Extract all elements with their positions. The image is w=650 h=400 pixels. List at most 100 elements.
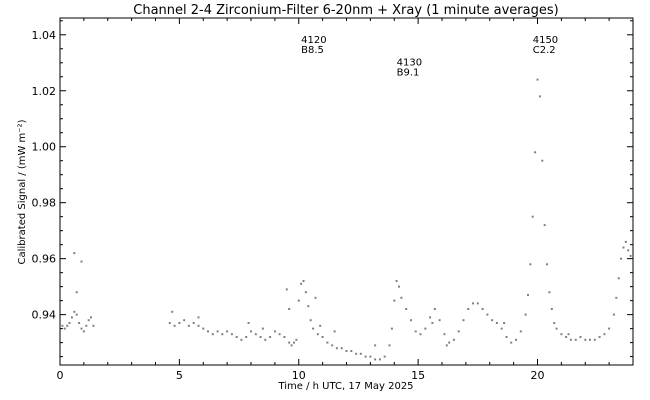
data-point bbox=[259, 336, 262, 338]
data-point bbox=[543, 224, 546, 227]
data-point bbox=[61, 324, 64, 327]
data-point bbox=[300, 282, 303, 285]
data-point bbox=[486, 313, 489, 316]
data-point bbox=[316, 333, 319, 336]
data-point bbox=[66, 324, 69, 327]
data-point bbox=[462, 319, 465, 322]
flare-class: C2.2 bbox=[533, 45, 556, 56]
data-point bbox=[350, 350, 353, 352]
data-point bbox=[264, 338, 267, 341]
data-point bbox=[171, 310, 174, 313]
data-point bbox=[452, 338, 455, 341]
data-point bbox=[433, 308, 436, 310]
data-point bbox=[364, 355, 367, 358]
data-point bbox=[579, 336, 582, 338]
data-point bbox=[207, 330, 209, 333]
x-tick-label: 20 bbox=[531, 369, 545, 382]
data-point bbox=[261, 327, 264, 330]
y-tick-label: 0.96 bbox=[32, 253, 57, 266]
data-point bbox=[202, 327, 205, 330]
y-axis-label: Calibrated Signal / (mW m⁻²) bbox=[17, 119, 28, 264]
flare-number: 4150 bbox=[533, 35, 558, 46]
data-point bbox=[593, 338, 596, 341]
data-point bbox=[546, 263, 548, 266]
data-point bbox=[400, 296, 403, 299]
data-point bbox=[321, 336, 324, 338]
data-point bbox=[197, 324, 200, 327]
flare-class: B8.5 bbox=[301, 45, 324, 56]
data-point bbox=[288, 341, 291, 344]
data-point bbox=[448, 341, 451, 344]
data-point bbox=[383, 355, 386, 358]
data-point bbox=[622, 246, 625, 249]
data-point bbox=[574, 338, 577, 341]
data-point bbox=[230, 333, 233, 336]
x-tick-label: 10 bbox=[292, 369, 306, 382]
data-point bbox=[288, 308, 291, 310]
data-point bbox=[302, 280, 305, 282]
data-point bbox=[235, 336, 238, 338]
data-point bbox=[290, 344, 293, 347]
data-point bbox=[312, 327, 315, 330]
data-point bbox=[90, 316, 92, 319]
data-point bbox=[398, 285, 400, 288]
data-point bbox=[617, 277, 620, 280]
data-point bbox=[309, 319, 312, 322]
data-point bbox=[388, 344, 391, 347]
data-point bbox=[293, 341, 295, 344]
data-point bbox=[333, 330, 336, 333]
data-point bbox=[374, 358, 377, 361]
data-point bbox=[424, 327, 427, 330]
data-point bbox=[503, 322, 506, 324]
data-point bbox=[467, 308, 470, 310]
data-point bbox=[197, 316, 200, 319]
x-tick-label: 0 bbox=[57, 369, 64, 382]
data-point bbox=[438, 319, 441, 322]
data-point bbox=[378, 358, 381, 361]
data-point bbox=[457, 330, 460, 333]
data-point bbox=[495, 322, 498, 324]
data-point bbox=[80, 260, 83, 263]
data-point bbox=[560, 333, 563, 336]
data-point bbox=[519, 330, 522, 333]
data-point bbox=[331, 344, 334, 347]
data-point bbox=[168, 322, 171, 324]
data-point bbox=[283, 336, 286, 338]
data-point bbox=[178, 322, 181, 324]
data-point bbox=[445, 344, 448, 347]
data-point bbox=[536, 78, 539, 81]
data-point bbox=[75, 313, 78, 316]
data-point bbox=[87, 319, 90, 322]
data-point bbox=[393, 299, 396, 302]
data-point bbox=[565, 336, 568, 338]
data-point bbox=[603, 333, 606, 336]
data-point bbox=[345, 350, 348, 352]
data-point bbox=[273, 330, 276, 333]
x-tick-label: 15 bbox=[411, 369, 425, 382]
data-point bbox=[491, 319, 494, 322]
data-point bbox=[624, 240, 627, 243]
data-point bbox=[405, 308, 408, 310]
data-point bbox=[183, 319, 186, 322]
data-point bbox=[75, 291, 78, 294]
data-point bbox=[553, 322, 556, 324]
data-point bbox=[78, 322, 81, 324]
data-point bbox=[589, 338, 591, 341]
data-point bbox=[481, 308, 484, 310]
data-point bbox=[598, 336, 601, 338]
data-point bbox=[515, 338, 517, 341]
data-point bbox=[285, 288, 288, 291]
data-point bbox=[304, 291, 307, 294]
data-point bbox=[307, 305, 310, 308]
x-axis: 0 5 10 15 20 bbox=[57, 18, 634, 382]
y-tick-label: 1.00 bbox=[32, 141, 57, 154]
data-point bbox=[531, 215, 534, 218]
data-point bbox=[472, 302, 474, 305]
data-point bbox=[335, 347, 338, 350]
data-point bbox=[395, 280, 398, 282]
data-point bbox=[534, 151, 537, 154]
data-point bbox=[278, 333, 281, 336]
data-point bbox=[173, 324, 176, 327]
data-point bbox=[295, 338, 298, 341]
